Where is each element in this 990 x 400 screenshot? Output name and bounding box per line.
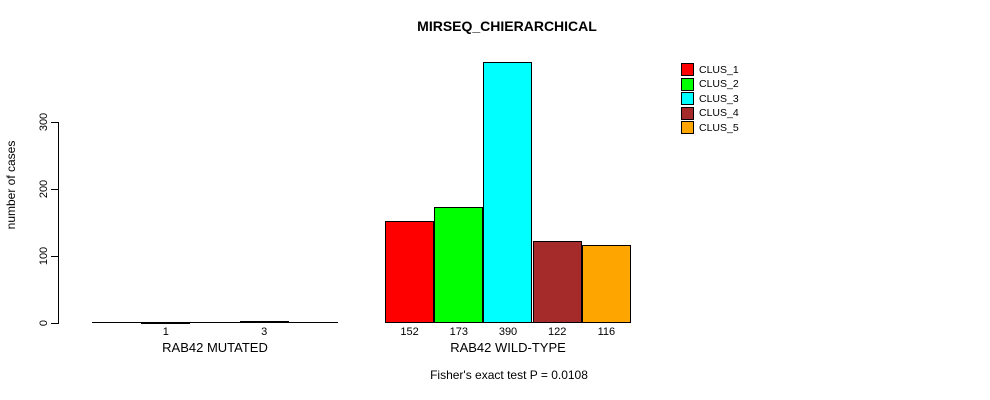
y-axis-tick	[51, 255, 58, 257]
footnote-text: Fisher's exact test P = 0.0108	[430, 368, 588, 382]
bar-clus_2-mutated	[141, 322, 190, 324]
legend-label: CLUS_5	[699, 121, 739, 134]
y-tick-label: 100	[38, 246, 50, 266]
legend-swatch-clus_2	[681, 77, 694, 91]
bar-value-label: 390	[498, 326, 518, 338]
group-baseline	[92, 322, 338, 323]
legend-swatch-clus_4	[681, 106, 694, 120]
bar-value-label: 3	[261, 326, 268, 338]
bar-value-label: 122	[548, 326, 567, 338]
bar-value-label: 1	[162, 326, 169, 338]
bar-value-label: 116	[597, 326, 616, 338]
bar-clus_4-mutated	[240, 321, 289, 323]
group-label: RAB42 MUTATED	[162, 340, 268, 355]
bar-clus_4-wildtype	[533, 241, 582, 323]
group-label: RAB42 WILD-TYPE	[450, 340, 566, 355]
bar-clus_1-wildtype	[385, 221, 434, 323]
bar-value-label: 152	[400, 326, 419, 338]
bar-clus_5-wildtype	[582, 245, 631, 323]
y-tick-label: 0	[38, 319, 50, 327]
legend-label: CLUS_4	[699, 107, 739, 119]
y-axis-tick	[51, 322, 58, 324]
legend-swatch-clus_5	[681, 121, 694, 134]
y-axis-tick	[51, 121, 58, 123]
y-axis-label: number of cases	[4, 140, 18, 230]
y-axis-tick	[51, 188, 58, 190]
y-tick-label: 300	[38, 112, 50, 132]
legend-swatch-clus_3	[681, 92, 694, 105]
legend-label: CLUS_1	[699, 63, 739, 76]
bar-clus_3-wildtype	[483, 62, 532, 323]
y-tick-label: 200	[38, 179, 50, 199]
bar-clus_2-wildtype	[434, 207, 483, 323]
bar-value-label: 173	[449, 326, 468, 338]
chart-title: MIRSEQ_CHIERARCHICAL	[417, 18, 597, 34]
legend-label: CLUS_2	[699, 78, 739, 90]
y-axis-line	[58, 122, 59, 324]
legend-swatch-clus_1	[681, 63, 694, 76]
legend-label: CLUS_3	[699, 92, 739, 105]
